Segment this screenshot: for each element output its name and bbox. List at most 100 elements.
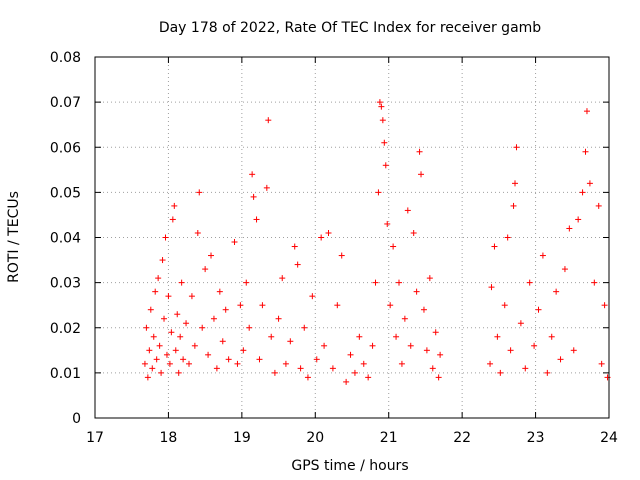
data-point <box>253 216 260 223</box>
data-point <box>334 302 341 309</box>
data-point <box>171 202 178 209</box>
data-point <box>180 356 187 363</box>
data-point <box>177 333 184 340</box>
data-point <box>510 202 517 209</box>
data-point <box>294 261 301 268</box>
data-point <box>423 347 430 354</box>
data-point <box>144 374 151 381</box>
data-point <box>304 374 311 381</box>
data-points <box>141 99 611 385</box>
data-point <box>575 216 582 223</box>
data-point <box>291 243 298 250</box>
data-point <box>512 180 519 187</box>
data-point <box>553 288 560 295</box>
data-point <box>579 189 586 196</box>
data-point <box>196 189 203 196</box>
data-point <box>557 356 564 363</box>
data-point <box>175 369 182 376</box>
data-point <box>487 360 494 367</box>
y-tick-label: 0 <box>72 411 81 427</box>
data-point <box>347 351 354 358</box>
data-point <box>208 252 215 259</box>
data-point <box>165 293 172 300</box>
data-point <box>379 117 386 124</box>
data-point <box>375 189 382 196</box>
data-point <box>268 333 275 340</box>
data-point <box>249 171 256 178</box>
data-point <box>583 108 590 115</box>
data-point <box>194 229 201 236</box>
data-point <box>259 302 266 309</box>
data-point <box>237 302 244 309</box>
data-point <box>582 148 589 155</box>
data-point <box>404 207 411 214</box>
data-point <box>213 365 220 372</box>
data-point <box>378 103 385 110</box>
data-point <box>250 193 257 200</box>
data-point <box>416 148 423 155</box>
data-point <box>301 324 308 331</box>
data-point <box>265 117 272 124</box>
x-tick-label: 17 <box>86 430 104 446</box>
data-point <box>219 338 226 345</box>
data-point <box>531 342 538 349</box>
data-point <box>309 293 316 300</box>
data-point <box>205 351 212 358</box>
data-point <box>407 342 414 349</box>
x-tick-label: 21 <box>380 430 398 446</box>
data-point <box>246 324 253 331</box>
data-point <box>595 202 602 209</box>
data-point <box>149 365 156 372</box>
data-point <box>369 342 376 349</box>
data-point <box>338 252 345 259</box>
data-point <box>156 342 163 349</box>
x-axis-label: GPS time / hours <box>291 458 408 474</box>
data-point <box>313 356 320 363</box>
data-point <box>420 306 427 313</box>
data-point <box>240 347 247 354</box>
axis-ticks <box>94 56 610 419</box>
data-point <box>393 333 400 340</box>
data-point <box>548 333 555 340</box>
data-point <box>429 365 436 372</box>
y-tick-labels: 0 0.01 0.02 0.03 0.04 0.05 0.06 0.07 0.08 <box>50 50 81 427</box>
chart-title: Day 178 of 2022, Rate Of TEC Index for r… <box>159 20 541 36</box>
data-point <box>426 275 433 282</box>
data-point <box>535 306 542 313</box>
data-point <box>279 275 286 282</box>
data-point <box>168 329 175 336</box>
data-point <box>561 266 568 273</box>
data-point <box>376 99 383 106</box>
data-point <box>384 220 391 227</box>
data-point <box>191 342 198 349</box>
data-point <box>513 144 520 151</box>
data-point <box>188 293 195 300</box>
data-point <box>282 360 289 367</box>
y-tick-label: 0.03 <box>50 276 81 292</box>
y-axis-label: ROTI / TECUs <box>6 191 22 283</box>
x-tick-label: 19 <box>233 430 251 446</box>
y-tick-label: 0.02 <box>50 321 81 337</box>
data-point <box>222 306 229 313</box>
y-tick-label: 0.05 <box>50 185 81 201</box>
data-point <box>365 374 372 381</box>
data-point <box>271 369 278 376</box>
y-tick-label: 0.07 <box>50 95 81 111</box>
data-point <box>321 342 328 349</box>
data-point <box>152 288 159 295</box>
data-point <box>169 216 176 223</box>
data-point <box>601 302 608 309</box>
data-point <box>566 225 573 232</box>
x-tick-label: 20 <box>306 430 324 446</box>
data-point <box>166 360 173 367</box>
data-point <box>243 279 250 286</box>
data-point <box>183 320 190 327</box>
data-point <box>287 338 294 345</box>
y-tick-label: 0.08 <box>50 50 81 66</box>
data-point <box>507 347 514 354</box>
x-tick-label: 24 <box>600 430 618 446</box>
data-point <box>172 347 179 354</box>
x-tick-label: 23 <box>527 430 545 446</box>
x-tick-labels: 17 18 19 20 21 22 23 24 <box>86 430 618 446</box>
